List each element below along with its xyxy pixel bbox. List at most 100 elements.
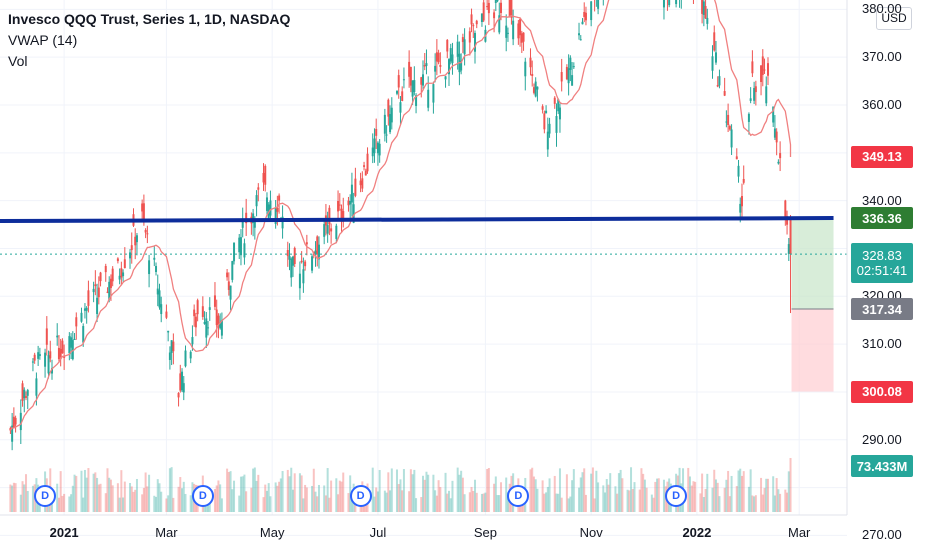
price-label-value: 73.433M xyxy=(856,458,908,474)
volume-bars xyxy=(9,458,792,512)
volume-bar xyxy=(468,492,471,512)
candle-body xyxy=(425,63,428,66)
volume-bar xyxy=(621,478,624,512)
candle-body xyxy=(220,319,223,336)
volume-bar xyxy=(347,493,350,512)
candle-body xyxy=(300,260,303,263)
volume-bar xyxy=(475,492,478,512)
candle-body xyxy=(208,307,211,310)
dividend-marker[interactable]: D xyxy=(191,485,214,507)
volume-bar xyxy=(747,486,750,512)
candle-body xyxy=(170,340,173,353)
volume-bar xyxy=(687,467,690,512)
dividend-marker[interactable]: D xyxy=(349,485,372,507)
candle-body xyxy=(510,0,513,18)
volume-bar xyxy=(777,489,780,512)
candle-body xyxy=(701,0,704,14)
candle-body xyxy=(399,102,402,113)
candle-body xyxy=(704,6,707,19)
volume-bar xyxy=(87,468,90,512)
candle-body xyxy=(422,74,424,86)
volume-bar xyxy=(614,486,617,512)
volume-bar xyxy=(449,498,452,512)
candle-body xyxy=(265,197,268,211)
candle-body xyxy=(337,200,340,212)
volume-bar xyxy=(546,486,549,512)
dividend-marker[interactable]: D xyxy=(665,485,688,507)
volume-bar xyxy=(474,479,477,512)
candle-body xyxy=(387,99,390,117)
price-tick-label: 360.00 xyxy=(862,97,902,112)
symbol-title: Invesco QQQ Trust, Series 1, 1D, NASDAQ xyxy=(8,11,291,27)
volume-bar xyxy=(784,489,787,512)
volume-bar xyxy=(160,491,163,512)
candle-body xyxy=(468,31,471,43)
volume-bar xyxy=(156,479,159,512)
candle-body xyxy=(85,307,88,311)
candle-body xyxy=(253,220,256,228)
candle-body xyxy=(434,65,437,72)
volume-bar xyxy=(252,468,255,512)
candle-body xyxy=(597,0,600,9)
volume-bar xyxy=(444,472,447,512)
volume-bar xyxy=(293,473,296,512)
volume-bar xyxy=(111,485,114,512)
volume-bar xyxy=(434,490,437,512)
candle-body xyxy=(335,225,338,239)
candle-body xyxy=(361,178,364,189)
candle-body xyxy=(217,315,220,327)
volume-bar xyxy=(219,484,222,512)
volume-bar xyxy=(170,467,173,512)
candle-body xyxy=(44,352,47,367)
volume-bar xyxy=(772,476,775,512)
candle-body xyxy=(675,0,678,5)
currency-button[interactable]: USD xyxy=(876,7,912,30)
candle-body xyxy=(584,12,587,21)
candle-body xyxy=(784,200,787,217)
candle-body xyxy=(532,87,535,93)
volume-bar xyxy=(25,474,28,512)
candle-body xyxy=(108,281,111,300)
volume-bar xyxy=(706,473,709,512)
candle-body xyxy=(80,312,83,322)
volume-bar xyxy=(305,487,308,512)
candle-body xyxy=(480,13,483,22)
volume-bar xyxy=(70,494,73,512)
candle-body xyxy=(529,57,532,68)
volume-bar xyxy=(12,482,15,512)
candle-body xyxy=(350,184,353,203)
target-zone xyxy=(791,218,834,310)
volume-bar xyxy=(472,490,475,512)
candle-body xyxy=(437,52,440,63)
volume-bar xyxy=(182,481,185,512)
dividend-marker[interactable]: D xyxy=(34,485,57,507)
volume-bar xyxy=(75,475,78,512)
price-tick-label: 380.00 xyxy=(862,1,902,17)
candle-body xyxy=(427,89,430,108)
candle-body xyxy=(494,0,497,4)
volume-bar xyxy=(553,475,556,512)
candle-body xyxy=(262,172,265,183)
volume-bar xyxy=(172,497,175,512)
volume-bar xyxy=(631,489,634,512)
price-label: 336.36 xyxy=(851,207,913,230)
candle-body xyxy=(122,272,125,277)
candle-body xyxy=(385,134,388,136)
volume-bar xyxy=(267,483,270,512)
candle-body xyxy=(92,288,95,293)
dividend-marker[interactable]: D xyxy=(507,485,530,507)
candle-body xyxy=(37,352,40,359)
candle-body xyxy=(728,126,731,130)
price-label-value: 336.36 xyxy=(862,210,902,226)
candle-body xyxy=(323,224,326,237)
candle-body xyxy=(725,121,728,123)
volume-bar xyxy=(482,493,485,512)
volume-bar xyxy=(286,469,289,512)
candle-body xyxy=(21,383,24,401)
volume-bar xyxy=(179,477,182,512)
candle-body xyxy=(702,1,705,15)
volume-bar xyxy=(399,479,402,512)
volume-bar xyxy=(749,469,752,512)
volume-bar xyxy=(108,477,111,512)
volume-bar xyxy=(718,496,721,512)
